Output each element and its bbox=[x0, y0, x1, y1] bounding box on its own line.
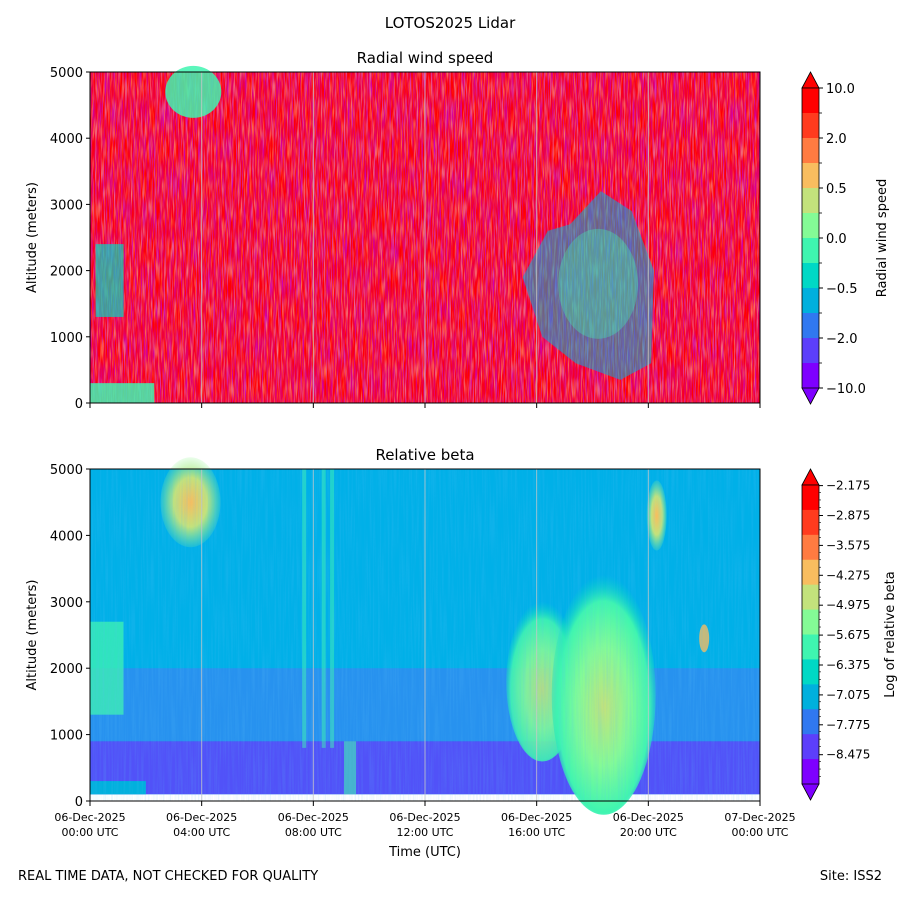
wind-colorbar-swatch bbox=[802, 163, 819, 189]
beta-colorbar-swatch bbox=[802, 485, 819, 511]
wind-colorbar-max-arrow bbox=[801, 71, 820, 89]
wind-ytick-label: 3000 bbox=[50, 198, 83, 213]
beta-colorbar-tick-label: −2.875 bbox=[826, 508, 870, 522]
wind-ytick-label: 4000 bbox=[50, 132, 83, 147]
wind-colorbar-swatch bbox=[802, 338, 819, 364]
relative-beta-panel bbox=[90, 457, 760, 815]
wind-ytick-label: 2000 bbox=[50, 265, 83, 280]
beta-colorbar-swatch bbox=[802, 684, 819, 710]
beta-xlabel: Time (UTC) bbox=[388, 845, 461, 860]
wind-colorbar-tick-label: −0.5 bbox=[826, 282, 858, 297]
beta-colorbar-swatch bbox=[802, 509, 819, 536]
wind-colorbar-swatch bbox=[802, 313, 819, 339]
wind-colorbar-swatch bbox=[802, 188, 819, 214]
beta-colorbar-tick-label: −2.175 bbox=[826, 479, 870, 493]
wind-ytick-label: 1000 bbox=[50, 331, 83, 346]
beta-colorbar-swatch bbox=[802, 534, 819, 561]
beta-xtick-date: 06-Dec-2025 bbox=[389, 811, 460, 824]
beta-colorbar-frame bbox=[801, 484, 820, 785]
figure-title: LOTOS2025 Lidar bbox=[384, 14, 516, 32]
wind-colorbar-tick-label: −10.0 bbox=[826, 382, 866, 397]
beta-colorbar-min-arrow bbox=[801, 783, 820, 801]
beta-xtick-time: 00:00 UTC bbox=[61, 826, 118, 839]
beta-ytick-label: 5000 bbox=[50, 463, 83, 478]
beta-ytick-label: 0 bbox=[75, 795, 83, 810]
beta-colorbar-tick-label: −3.575 bbox=[826, 538, 870, 552]
wind-colorbar-swatch bbox=[802, 288, 819, 314]
wind-colorbar-swatch bbox=[802, 113, 819, 139]
beta-ylabel: Altitude (meters) bbox=[25, 580, 40, 691]
beta-xtick-date: 06-Dec-2025 bbox=[613, 811, 684, 824]
beta-colorbar-tick-label: −7.775 bbox=[826, 718, 870, 732]
beta-ytick-label: 2000 bbox=[50, 662, 83, 677]
beta-xtick-date: 06-Dec-2025 bbox=[278, 811, 349, 824]
site-label: Site: ISS2 bbox=[819, 869, 882, 884]
wind-colorbar-swatch bbox=[802, 363, 819, 389]
beta-colorbar-swatch bbox=[802, 634, 819, 660]
wind-feature-early-cloud bbox=[95, 244, 124, 317]
beta-xtick-time: 04:00 UTC bbox=[173, 826, 230, 839]
beta-colorbar-tick-label: −4.975 bbox=[826, 598, 870, 612]
beta-colorbar-tick-label: −8.475 bbox=[826, 748, 870, 762]
wind-colorbar-min-arrow bbox=[801, 387, 820, 405]
wind-feature-upper-cloud bbox=[165, 65, 222, 118]
wind-colorbar-tick-label: −2.0 bbox=[826, 332, 858, 347]
beta-xtick-date: 06-Dec-2025 bbox=[501, 811, 572, 824]
beta-colorbar-swatch bbox=[802, 709, 819, 735]
beta-xtick-date: 06-Dec-2025 bbox=[166, 811, 237, 824]
beta-colorbar-tick-label: −6.375 bbox=[826, 658, 870, 672]
wind-colorbar-label: Radial wind speed bbox=[875, 179, 890, 297]
wind-feature-midday-plume bbox=[522, 191, 654, 380]
wind-ytick-label: 5000 bbox=[50, 66, 83, 81]
beta-xtick-time: 08:00 UTC bbox=[285, 826, 342, 839]
wind-feature-plume-core bbox=[558, 228, 639, 339]
axes-layer: 0 1000 2000 3000 4000 5000 Altitude (meters) 0 1… bbox=[25, 66, 796, 860]
beta-colorbar-max-arrow bbox=[801, 468, 820, 486]
wind-features bbox=[90, 65, 654, 403]
wind-colorbar-tick-label: 10.0 bbox=[826, 82, 855, 97]
beta-xtick-date: 07-Dec-2025 bbox=[724, 811, 795, 824]
beta-colorbar-swatch bbox=[802, 584, 819, 611]
wind-colorbar-tick-label: 0.5 bbox=[826, 182, 847, 197]
beta-colorbar-tick-label: −7.075 bbox=[826, 688, 870, 702]
beta-noise-layer bbox=[90, 469, 760, 801]
beta-colorbar-swatch bbox=[802, 759, 819, 785]
quality-disclaimer: REAL TIME DATA, NOT CHECKED FOR QUALITY bbox=[18, 869, 319, 884]
beta-xtick-time: 12:00 UTC bbox=[396, 826, 453, 839]
wind-colorbar-swatch bbox=[802, 88, 819, 114]
beta-ytick-label: 4000 bbox=[50, 529, 83, 544]
beta-colorbar-swatch bbox=[802, 734, 819, 760]
beta-colorbar-tick-label: −5.675 bbox=[826, 628, 870, 642]
wind-colorbar-swatch bbox=[802, 213, 819, 239]
beta-colorbar-swatch bbox=[802, 559, 819, 586]
radial-wind-panel bbox=[90, 65, 760, 403]
wind-ytick-label: 0 bbox=[75, 397, 83, 412]
beta-ytick-label: 3000 bbox=[50, 596, 83, 611]
beta-colorbar-swatch bbox=[802, 659, 819, 685]
beta-xtick-date: 06-Dec-2025 bbox=[54, 811, 125, 824]
beta-colorbar-tick-label: −4.275 bbox=[826, 568, 870, 582]
wind-colorbar-tick-label: 0.0 bbox=[826, 232, 847, 247]
wind-colorbar-swatch bbox=[802, 263, 819, 289]
beta-colorbar-label: Log of relative beta bbox=[883, 571, 898, 698]
wind-ylabel: Altitude (meters) bbox=[25, 182, 40, 293]
beta-panel-title: Relative beta bbox=[375, 446, 475, 464]
beta-xtick-time: 00:00 UTC bbox=[731, 826, 788, 839]
colorbars: 10.0 2.0 0.5 0.0 −0.5 −2.0 −10.0 Radial wind sp… bbox=[801, 71, 898, 801]
wind-panel-title: Radial wind speed bbox=[356, 49, 494, 67]
beta-xtick-time: 16:00 UTC bbox=[508, 826, 565, 839]
wind-feature-surface-layer bbox=[90, 383, 155, 403]
wind-colorbar-tick-label: 2.0 bbox=[826, 132, 847, 147]
beta-ytick-label: 1000 bbox=[50, 729, 83, 744]
beta-xtick-time: 20:00 UTC bbox=[620, 826, 677, 839]
beta-colorbar-swatch bbox=[802, 609, 819, 635]
wind-colorbar-swatch bbox=[802, 138, 819, 164]
wind-colorbar-swatch bbox=[802, 238, 819, 264]
